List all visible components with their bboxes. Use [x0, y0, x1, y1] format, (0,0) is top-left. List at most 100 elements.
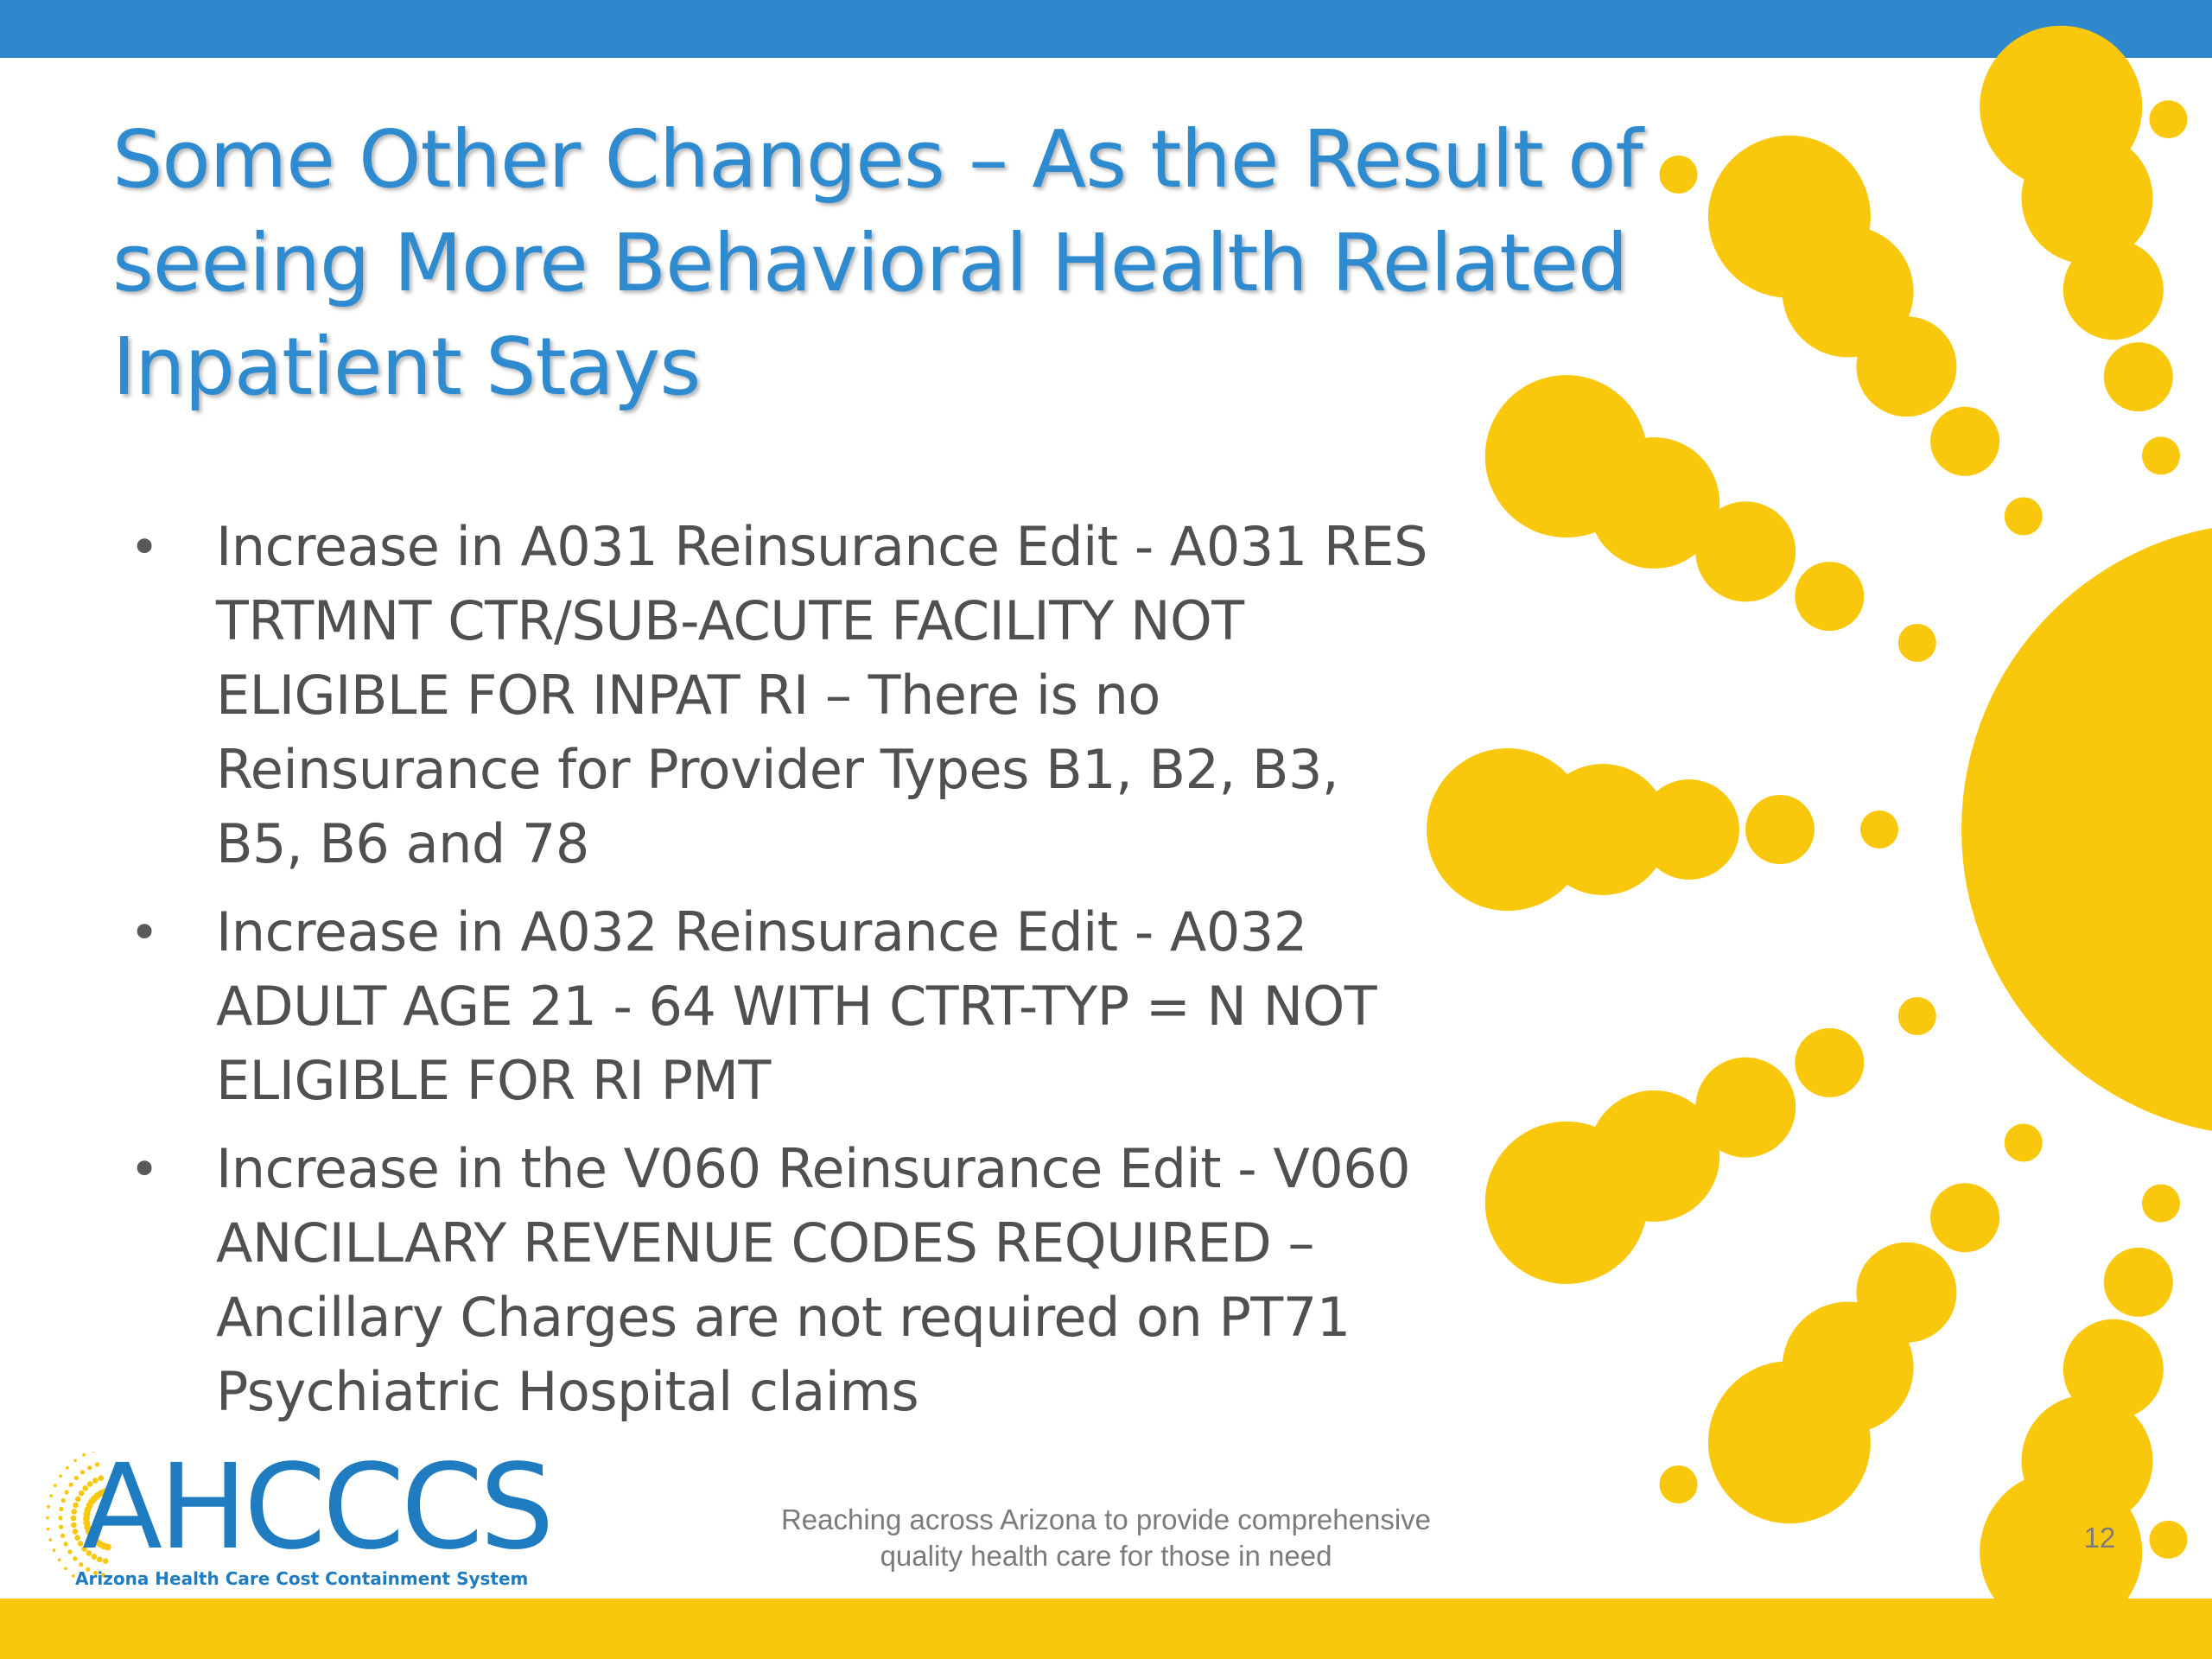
sun-ray-dot	[2063, 1319, 2164, 1420]
logo-burst-dot	[64, 1490, 69, 1495]
sun-ray-dot	[1856, 1242, 1957, 1343]
logo-burst-dot	[47, 1504, 50, 1509]
ahcccs-logo: AHCCCS Arizona Health Care Cost Containm…	[22, 1443, 555, 1590]
logo-burst-dot	[59, 1474, 62, 1478]
logo-burst-dot	[73, 1556, 78, 1561]
logo-burst-dot	[58, 1516, 63, 1521]
logo-burst-dot	[75, 1496, 81, 1503]
sun-burst-icon	[46, 1452, 111, 1581]
title-line: seeing More Behavioral Health Related	[112, 217, 1628, 309]
logo-burst-dot	[63, 1541, 68, 1547]
sun-ray-dot	[2142, 1184, 2180, 1223]
logo-burst-dot	[59, 1506, 64, 1512]
footer-tagline: Reaching across Arizona to provide compr…	[717, 1502, 1495, 1574]
logo-subtitle: Arizona Health Care Cost Containment Sys…	[75, 1568, 529, 1589]
slide-title: Some Other Changes – As the Result of se…	[112, 108, 1711, 419]
logo-burst-dot	[92, 1478, 99, 1484]
top-accent-bar	[0, 0, 2212, 58]
logo-burst-dot	[78, 1490, 85, 1497]
sun-ray-dot	[1897, 997, 1936, 1035]
title-line: Inpatient Stays	[112, 321, 701, 413]
logo-burst-dot	[79, 1562, 84, 1567]
tagline-line: Reaching across Arizona to provide compr…	[780, 1503, 1432, 1535]
sun-ray-dot	[1588, 1090, 1720, 1222]
bullet-text-line: Increase in A031 Reinsurance Edit - A031…	[216, 515, 1427, 578]
sun-ray-dot	[2021, 1395, 2153, 1527]
logo-burst-dot	[87, 1465, 92, 1471]
logo-burst-dot	[59, 1524, 64, 1529]
sun-ray-dot	[2142, 436, 2180, 475]
sun-ray-dot	[2004, 1123, 2043, 1162]
sun-ray-dot	[1537, 764, 1669, 895]
bullet-text-line: Increase in A032 Reinsurance Edit - A032	[216, 900, 1307, 963]
sun-ray-dot	[1659, 156, 1698, 194]
bullet-item: • Increase in the V060 Reinsurance Edit …	[130, 1132, 1495, 1429]
tagline-line: quality health care for those in need	[880, 1540, 1332, 1572]
sun-ray-dot	[2149, 100, 2188, 139]
logo-burst-dot	[86, 1550, 92, 1556]
logo-burst-dot	[101, 1573, 106, 1578]
logo-burst-dot	[71, 1509, 77, 1515]
sun-ray-dot	[1695, 501, 1796, 602]
logo-burst-dot	[64, 1567, 67, 1571]
logo-burst-dot	[68, 1482, 73, 1487]
sun-ray-dot	[2103, 342, 2173, 412]
logo-burst-dot	[52, 1548, 56, 1553]
sun-ray-dot	[1427, 748, 1589, 911]
logo-burst-dot	[82, 1485, 88, 1491]
sun-ray-dot	[1860, 810, 1898, 849]
sun-ray-dot	[2103, 1247, 2173, 1317]
logo-burst-dot	[94, 1462, 100, 1467]
logo-burst-dot	[98, 1475, 105, 1481]
logo-burst-dot	[82, 1452, 86, 1457]
bullet-text-line: ELIGIBLE FOR RI PMT	[216, 1049, 771, 1112]
sun-ray-dot	[1588, 437, 1720, 569]
bullet-item: • Increase in A032 Reinsurance Edit - A0…	[130, 895, 1495, 1118]
bullet-list: • Increase in A031 Reinsurance Edit - A0…	[130, 510, 1495, 1443]
logo-burst-dot	[91, 1554, 98, 1560]
sun-ray-dot	[1897, 624, 1936, 662]
logo-burst-dot	[97, 1556, 103, 1563]
logo-wordmark: AHCCCS	[82, 1440, 555, 1576]
bullet-text-line: Ancillary Charges are not required on PT…	[216, 1286, 1351, 1349]
sun-ray-dot	[2063, 239, 2164, 340]
sun-ray-dot	[2021, 132, 2153, 264]
logo-burst-dot	[92, 1570, 99, 1575]
sun-ray-dot	[2149, 1520, 2188, 1559]
sun-ray-dot	[1795, 1027, 1865, 1097]
sun-ray-dot	[1856, 316, 1957, 417]
title-line: Some Other Changes – As the Result of	[112, 113, 1643, 206]
sun-ray-dot	[1639, 779, 1739, 880]
page-number: 12	[2083, 1522, 2116, 1554]
logo-burst-dot	[71, 1522, 77, 1529]
logo-burst-dot	[73, 1502, 79, 1509]
logo-burst-dot	[102, 1558, 109, 1564]
sun-disc	[1961, 528, 2212, 1131]
bullet-text-line: B5, B6 and 78	[216, 812, 589, 875]
logo-burst-dot	[67, 1549, 73, 1554]
sun-ray-dot	[1695, 1057, 1796, 1158]
logo-burst-dot	[86, 1567, 91, 1572]
logo-burst-dot	[86, 1481, 93, 1487]
logo-burst-dot	[66, 1465, 69, 1470]
bullet-text-line: ANCILLARY REVENUE CODES REQUIRED –	[216, 1211, 1314, 1274]
bullet-text-line: Increase in the V060 Reinsurance Edit - …	[216, 1137, 1411, 1200]
bullet-icon: •	[130, 1140, 160, 1198]
logo-burst-dot	[74, 1535, 80, 1541]
bullet-text-line: Psychiatric Hospital claims	[216, 1360, 919, 1423]
bullet-text-line: ELIGIBLE FOR INPAT RI – There is no	[216, 664, 1160, 727]
logo-burst-dot	[48, 1538, 53, 1541]
logo-burst-dot	[60, 1533, 66, 1538]
sun-ray-dot	[1930, 1183, 2000, 1253]
logo-burst-dot	[72, 1529, 79, 1535]
logo-burst-dot	[101, 1488, 109, 1496]
bullet-icon: •	[130, 903, 160, 962]
sun-ray-dot	[2004, 497, 2043, 536]
bullet-item: • Increase in A031 Reinsurance Edit - A0…	[130, 510, 1495, 881]
sun-ray-dot	[1930, 406, 2000, 476]
logo-burst-dot	[80, 1580, 84, 1581]
bullet-icon: •	[130, 518, 160, 576]
logo-burst-dot	[81, 1546, 87, 1552]
logo-burst-dot	[53, 1484, 57, 1488]
